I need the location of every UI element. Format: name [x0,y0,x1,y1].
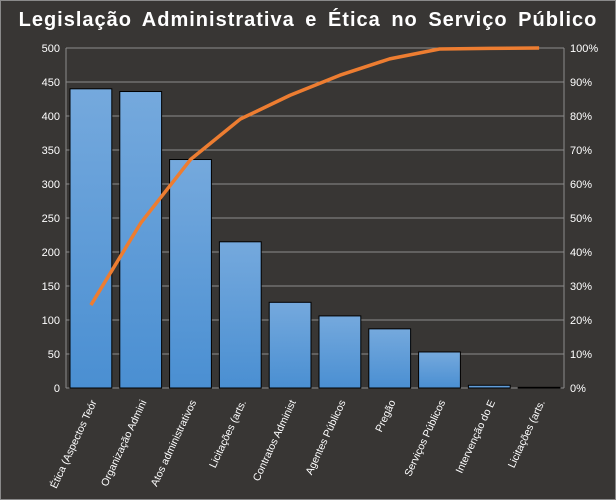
bar [69,88,113,389]
y2-tick-label: 0% [570,383,586,395]
x-tick-label: Ética (Aspectos Teór [47,397,100,490]
y2-tick-label: 60% [570,179,592,191]
y2-tick-label: 90% [570,77,592,89]
y-tick-label: 400 [42,111,60,123]
y-tick-label: 500 [42,43,60,55]
x-tick-label: Intervenção do E [454,398,498,475]
y-tick-label: 150 [42,281,60,293]
bar [268,301,312,389]
y-tick-label: 50 [48,349,60,361]
x-tick-label: Atos administrativos [149,398,200,488]
x-tick-label: Agentes Públicos [303,398,348,477]
y-tick-label: 100 [42,315,60,327]
y-tick-label: 350 [42,145,60,157]
x-tick-label: Pregão [373,398,398,434]
x-tick-label: Serviços Públicos [402,398,448,478]
chart-title: Legislação Administrativa e Ética no Ser… [18,9,598,31]
cumulative-line [89,46,540,306]
y2-tick-label: 80% [570,111,592,123]
x-tick-label: Licitações (arts. [207,398,249,470]
y2-tick-label: 20% [570,315,592,327]
y2-tick-label: 70% [570,145,592,157]
x-tick-label: Licitações (arts. [506,398,548,470]
bar [169,159,212,389]
bar [467,384,511,389]
y2-tick-label: 50% [570,213,592,225]
y2-tick-label: 30% [570,281,592,293]
y-tick-label: 0 [54,383,60,395]
x-tick-label: Organização Admini [99,398,150,488]
bar [218,241,262,389]
bar [318,315,362,389]
x-tick-label: Contratos Administ [251,398,299,483]
bar [368,328,412,389]
y-tick-label: 250 [42,213,60,225]
bar [517,386,561,389]
y2-tick-label: 40% [570,247,592,259]
y2-tick-label: 10% [570,349,592,361]
y2-tick-label: 100% [570,43,598,55]
y-tick-label: 200 [42,247,60,259]
y-tick-label: 450 [42,77,60,89]
y-tick-label: 300 [42,179,60,191]
bar [119,91,163,389]
bar [418,351,461,389]
